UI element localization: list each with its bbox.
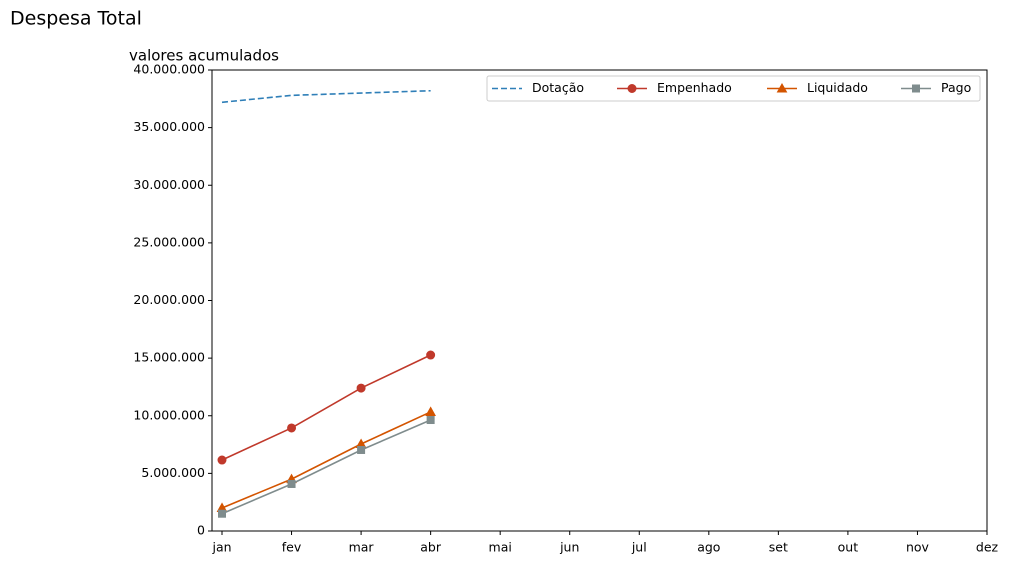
legend-marker <box>627 84 637 93</box>
x-tick-label: dez <box>976 540 999 555</box>
x-tick-label: mar <box>349 540 375 555</box>
x-tick-label: mai <box>489 540 512 555</box>
x-tick-label: jul <box>631 540 647 555</box>
x-tick-label: out <box>838 540 859 555</box>
point <box>287 479 296 488</box>
legend-box <box>486 75 981 102</box>
series-line <box>221 354 431 461</box>
y-tick-label: 5.000.000 <box>141 465 205 480</box>
chart-subtitle: valores acumulados <box>129 47 279 65</box>
legend-marker <box>776 82 788 93</box>
point <box>356 383 366 393</box>
chart-title: Despesa Total <box>10 8 142 30</box>
series-line <box>221 89 431 104</box>
legend-item: Liquidado <box>767 80 868 95</box>
x-tick-label: jan <box>211 540 231 555</box>
series-line <box>221 419 431 515</box>
x-tick-label: nov <box>906 540 930 555</box>
y-tick-label: 30.000.000 <box>133 177 205 192</box>
y-tick-label: 40.000.000 <box>133 62 205 77</box>
y-tick-label: 0 <box>197 523 205 538</box>
x-tick-label: jun <box>559 540 579 555</box>
plot-frame <box>211 69 988 532</box>
legend-item: Empenhado <box>617 80 732 95</box>
y-tick-label: 20.000.000 <box>133 292 205 307</box>
x-tick-label: ago <box>697 540 720 555</box>
point <box>218 509 226 518</box>
x-tick-label: fev <box>282 540 302 555</box>
y-tick-label: 15.000.000 <box>133 350 205 365</box>
legend-label: Pago <box>941 80 971 95</box>
point <box>287 423 297 433</box>
point <box>425 406 436 416</box>
point <box>217 455 227 465</box>
series-line <box>221 411 431 509</box>
x-tick-label: set <box>769 540 788 555</box>
point <box>426 416 435 425</box>
legend-label: Liquidado <box>807 80 868 95</box>
y-tick-label: 25.000.000 <box>133 234 205 249</box>
legend-item: Dotação <box>492 80 584 95</box>
point <box>426 350 436 360</box>
y-tick-label: 10.000.000 <box>133 407 205 422</box>
legend-item: Pago <box>901 80 971 95</box>
legend-label: Empenhado <box>657 80 732 95</box>
x-tick-label: abr <box>420 540 442 555</box>
point <box>357 445 366 454</box>
legend-marker <box>912 84 920 93</box>
legend-label: Dotação <box>532 80 584 95</box>
y-tick-label: 35.000.000 <box>133 119 205 134</box>
